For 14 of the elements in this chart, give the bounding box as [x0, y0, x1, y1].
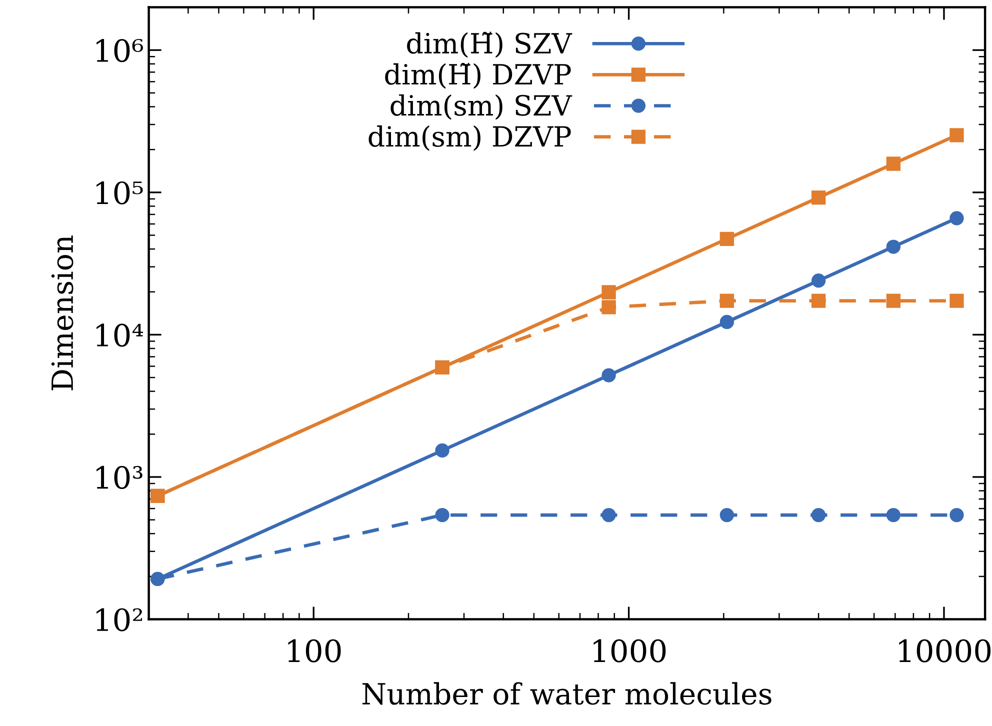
y-tick-label: 10² [96, 608, 142, 632]
y-tick-label: 10⁴ [96, 324, 143, 347]
x-tick-label: 100 [288, 639, 341, 662]
y-tick-label: 10⁵ [96, 181, 143, 204]
x-tick-label: 10000 [899, 639, 991, 662]
y-axis-title: Dimension [51, 236, 74, 390]
legend-label: dim(H̃) SZV [407, 32, 572, 58]
y-tick-label: 10⁶ [96, 39, 144, 62]
legend-label: dim(H̃) DZVP [385, 62, 571, 89]
legend-label: dim(sm) SZV [390, 94, 572, 120]
legend-label: dim(sm) DZVP [368, 125, 571, 151]
x-tick-label: 1000 [594, 639, 666, 662]
y-tick-label: 10³ [96, 466, 142, 490]
x-axis-title: Number of water molecules [362, 682, 772, 705]
